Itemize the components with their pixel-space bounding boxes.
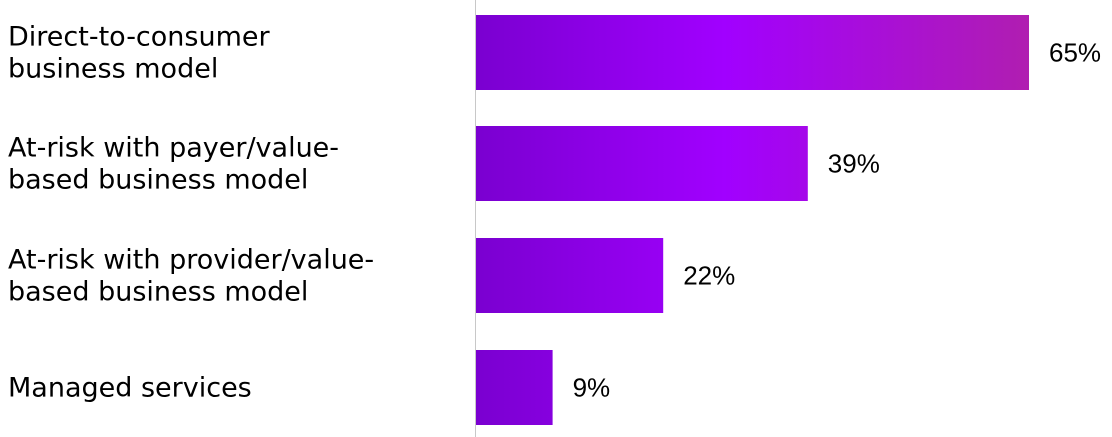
category-label-line: At-risk with provider/value- [8,245,374,276]
value-labels-group: 65% 39% 22% 9% [573,38,1101,403]
bars-group [476,15,1029,425]
value-label-3: 22% [683,261,735,291]
category-label-line: Managed services [8,373,252,404]
category-label-line: Direct-to-consumer [8,22,271,53]
category-label-line: based business model [8,277,308,308]
value-label-2: 39% [828,149,880,179]
bar-2 [476,126,808,201]
category-label-1: Direct-to-consumer business model [8,22,271,85]
bar-1 [476,15,1029,90]
category-label-4: Managed services [8,373,252,404]
bar-3 [476,238,664,313]
category-label-2: At-risk with payer/value-based business … [8,133,339,196]
category-label-3: At-risk with provider/value-based busine… [8,245,374,308]
value-label-4: 9% [573,373,611,403]
category-label-line: based business model [8,165,308,196]
bar-4 [476,350,553,425]
category-labels-group: Direct-to-consumer business model At-risk … [8,22,374,404]
value-label-1: 65% [1049,38,1101,68]
category-label-line: At-risk with payer/value- [8,133,339,164]
category-label-line: business model [8,54,218,85]
